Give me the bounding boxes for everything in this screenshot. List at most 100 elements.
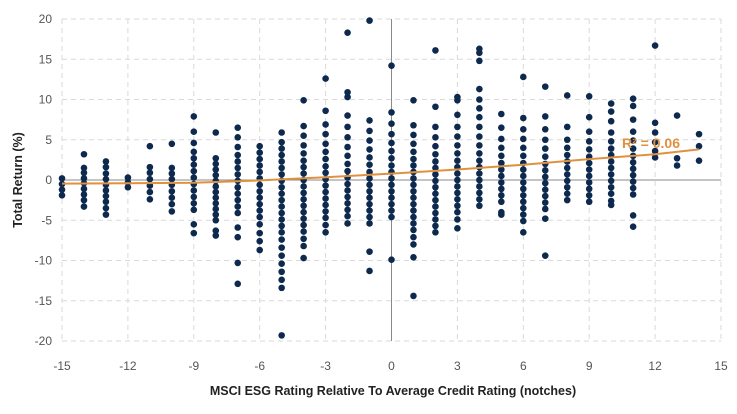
data-point <box>190 139 198 147</box>
data-point <box>256 194 264 202</box>
data-point <box>520 211 527 218</box>
data-point <box>388 130 395 138</box>
data-point <box>585 198 593 206</box>
data-point <box>476 123 483 131</box>
data-point <box>58 180 66 188</box>
data-point <box>102 211 110 218</box>
data-point <box>234 124 242 131</box>
data-point <box>476 196 483 203</box>
data-point <box>344 160 351 168</box>
data-point <box>212 216 220 224</box>
data-point <box>673 162 681 169</box>
data-point <box>432 222 439 230</box>
data-point <box>476 157 483 164</box>
data-point <box>541 167 549 174</box>
data-point <box>278 260 285 268</box>
data-point <box>388 62 395 69</box>
data-point <box>585 166 593 173</box>
data-point <box>344 200 351 207</box>
data-point <box>498 185 505 193</box>
data-point <box>520 179 527 186</box>
data-point <box>563 144 571 152</box>
x-tick-label: 15 <box>714 359 728 373</box>
data-point <box>168 187 176 195</box>
data-point <box>476 105 483 112</box>
data-point <box>432 190 439 197</box>
data-point <box>212 160 220 168</box>
data-point <box>498 124 505 131</box>
data-point <box>432 216 439 223</box>
x-tick-label: -15 <box>53 359 71 373</box>
data-point <box>366 248 373 255</box>
data-point <box>278 158 285 165</box>
data-point <box>607 177 615 185</box>
data-point <box>520 204 527 212</box>
data-point <box>432 183 439 191</box>
data-point <box>651 154 659 161</box>
data-point <box>607 129 615 136</box>
data-point <box>300 254 307 262</box>
data-point <box>388 154 395 162</box>
data-point <box>607 108 615 115</box>
data-point <box>476 49 483 57</box>
data-point <box>476 85 483 93</box>
data-point <box>454 189 461 197</box>
data-point <box>300 157 307 164</box>
data-point <box>541 145 549 152</box>
data-point <box>102 204 110 212</box>
data-point <box>80 196 88 204</box>
data-point <box>454 176 461 184</box>
data-point <box>234 203 242 210</box>
data-point <box>80 164 88 172</box>
data-point <box>278 171 285 178</box>
data-point <box>190 200 198 207</box>
data-point <box>410 97 417 104</box>
data-point <box>388 207 395 214</box>
data-point <box>322 107 329 115</box>
data-point <box>563 190 571 197</box>
data-point <box>520 229 527 236</box>
data-point <box>190 148 198 156</box>
data-point <box>520 166 527 173</box>
data-point <box>256 207 264 214</box>
data-point <box>476 189 483 197</box>
data-point <box>256 155 264 163</box>
data-point <box>432 196 439 204</box>
data-point <box>322 155 329 163</box>
y-tick-label: 5 <box>45 133 52 147</box>
data-point <box>212 154 220 162</box>
data-point <box>563 164 571 172</box>
data-point <box>256 229 264 237</box>
data-point <box>498 144 505 152</box>
data-point <box>651 42 659 49</box>
data-point <box>585 92 593 100</box>
data-point <box>212 227 220 235</box>
data-point <box>388 194 395 202</box>
data-point <box>366 154 373 161</box>
x-tick-label: 12 <box>648 359 662 373</box>
data-point <box>498 110 505 118</box>
data-point <box>585 172 593 180</box>
data-point <box>476 183 483 190</box>
data-point <box>256 200 264 208</box>
data-point <box>541 83 549 90</box>
data-point <box>410 121 417 129</box>
data-point <box>322 188 329 196</box>
data-point <box>498 198 505 206</box>
data-point <box>673 154 681 162</box>
data-point <box>190 193 198 201</box>
data-point <box>541 136 549 144</box>
data-point <box>520 114 527 122</box>
data-point <box>629 102 637 110</box>
data-point <box>102 170 110 177</box>
data-point <box>520 144 527 152</box>
data-point <box>432 142 439 150</box>
data-point <box>607 183 615 191</box>
data-point <box>300 132 307 140</box>
data-point <box>498 179 505 186</box>
y-tick-label: 10 <box>39 93 53 107</box>
data-point <box>541 125 549 133</box>
data-point <box>607 117 615 125</box>
data-point <box>366 207 373 214</box>
